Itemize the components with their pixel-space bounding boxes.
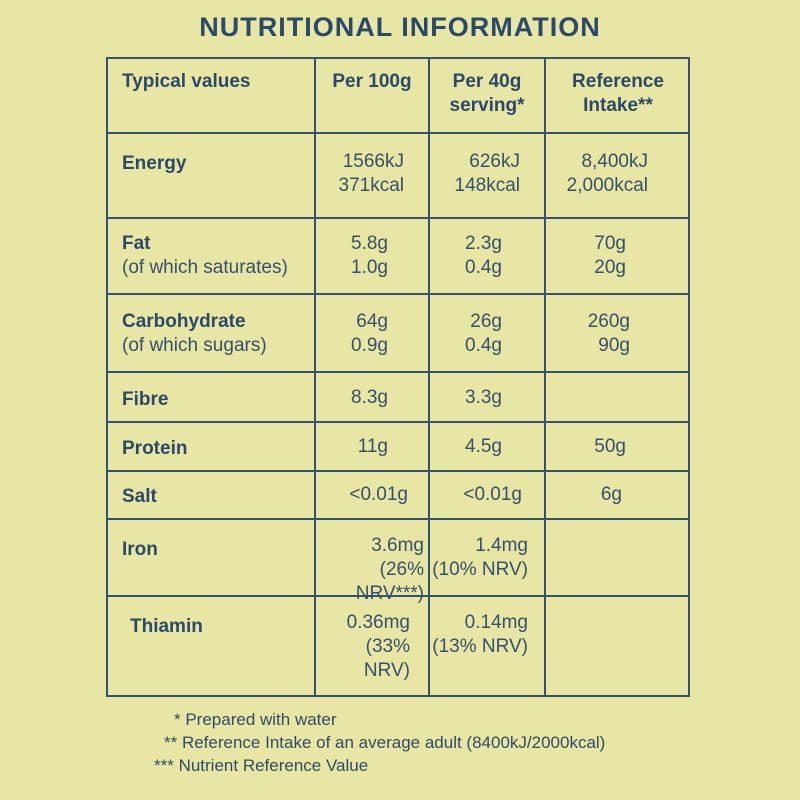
salt-per40: <0.01g (463, 484, 522, 505)
footnote-prepared: * Prepared with water (174, 710, 337, 729)
row-label-fibre: Fibre (122, 389, 169, 410)
energy-ri-kj: 8,400kJ (581, 151, 648, 172)
row-label-protein: Protein (122, 438, 188, 459)
row-divider (106, 371, 690, 373)
iron-per100-nrv: (26% NRV***) (355, 559, 424, 604)
carb-per40: 26g 0.4g (430, 310, 502, 358)
header-reference-intake: Reference Intake** (546, 70, 690, 118)
fat-label: Fat (122, 233, 151, 254)
row-label-salt: Salt (122, 486, 157, 507)
carbohydrate-label: Carbohydrate (122, 311, 246, 332)
iron-per100: 3.6mg (26% NRV***) (316, 534, 424, 606)
carb-per40-total: 26g (470, 311, 502, 332)
row-divider (106, 293, 690, 295)
carb-per100: 64g 0.9g (316, 310, 388, 358)
header-ri-line1: Reference (572, 71, 664, 92)
row-label-fat: Fat (of which saturates) (122, 232, 288, 280)
row-label-iron: Iron (122, 539, 158, 560)
carb-ri-sugars: 90g (598, 335, 630, 356)
footnotes: * Prepared with water ** Reference Intak… (150, 708, 605, 777)
fat-ri: 70g 20g (546, 232, 626, 280)
header-per-40g: Per 40g serving* (430, 70, 544, 118)
header-per-100g: Per 100g (332, 71, 412, 92)
iron-per40-amount: 1.4mg (475, 535, 528, 556)
fat-per40-sat: 0.4g (465, 257, 502, 278)
thiamin-per100-amount: 0.36mg (346, 612, 410, 633)
fat-per40-total: 2.3g (465, 233, 502, 254)
thiamin-per40: 0.14mg (13% NRV) (430, 611, 528, 659)
thiamin-per40-nrv: (13% NRV) (432, 636, 528, 657)
row-divider (106, 595, 690, 597)
header-typical-values: Typical values (122, 71, 251, 92)
header-ri-line2: Intake** (583, 95, 653, 116)
thiamin-per100: 0.36mg (33% NRV) (316, 611, 410, 683)
row-label-energy: Energy (122, 153, 187, 174)
fat-per40: 2.3g 0.4g (430, 232, 502, 280)
energy-per100: 1566kJ 371kcal (316, 150, 405, 198)
row-divider (106, 470, 690, 472)
iron-per100-amount: 3.6mg (371, 535, 424, 556)
header-per-40g-line2: serving* (449, 95, 525, 116)
energy-per100-kcal: 371kcal (338, 175, 405, 196)
row-divider (106, 217, 690, 219)
nutrition-table (106, 57, 690, 697)
fibre-per100: 8.3g (351, 387, 388, 408)
carbohydrate-sub-label: (of which sugars) (122, 335, 267, 356)
energy-ri: 8,400kJ 2,000kcal (546, 150, 648, 198)
fat-ri-total: 70g (594, 233, 626, 254)
iron-per40-nrv: (10% NRV) (432, 559, 528, 580)
energy-per40-kj: 626kJ (469, 151, 520, 172)
thiamin-per100-nrv: (33% NRV) (363, 636, 410, 681)
row-label-thiamin: Thiamin (130, 616, 203, 637)
column-divider (428, 57, 430, 697)
carb-per100-total: 64g (356, 311, 388, 332)
column-divider (544, 57, 546, 697)
fat-per100-total: 5.8g (351, 233, 388, 254)
row-divider (106, 518, 690, 520)
thiamin-per40-amount: 0.14mg (464, 612, 528, 633)
carb-per100-sugars: 0.9g (351, 335, 388, 356)
row-divider (106, 132, 690, 134)
fat-per100: 5.8g 1.0g (316, 232, 388, 280)
salt-per100: <0.01g (349, 484, 408, 505)
footnote-nrv: *** Nutrient Reference Value (154, 756, 369, 775)
carb-ri-total: 260g (587, 311, 630, 332)
energy-ri-kcal: 2,000kcal (566, 175, 648, 196)
protein-per40: 4.5g (465, 436, 502, 457)
protein-per100: 11g (357, 436, 388, 457)
carb-per40-sugars: 0.4g (465, 335, 502, 356)
fat-sub-label: (of which saturates) (122, 257, 288, 278)
page-title: NUTRITIONAL INFORMATION (199, 12, 601, 42)
energy-per40-kcal: 148kcal (454, 175, 521, 196)
fat-ri-sat: 20g (594, 257, 626, 278)
row-divider (106, 421, 690, 423)
fat-per100-sat: 1.0g (351, 257, 388, 278)
protein-ri: 50g (594, 436, 626, 457)
fibre-per40: 3.3g (465, 387, 502, 408)
salt-ri: 6g (600, 484, 622, 505)
column-divider (314, 57, 316, 697)
header-per-40g-line1: Per 40g (452, 71, 522, 92)
energy-per40: 626kJ 148kcal (430, 150, 521, 198)
energy-per100-kj: 1566kJ (342, 151, 404, 172)
iron-per40: 1.4mg (10% NRV) (430, 534, 528, 582)
row-label-carbohydrate: Carbohydrate (of which sugars) (122, 310, 267, 358)
footnote-reference-intake: ** Reference Intake of an average adult … (164, 733, 606, 752)
carb-ri: 260g 90g (546, 310, 630, 358)
